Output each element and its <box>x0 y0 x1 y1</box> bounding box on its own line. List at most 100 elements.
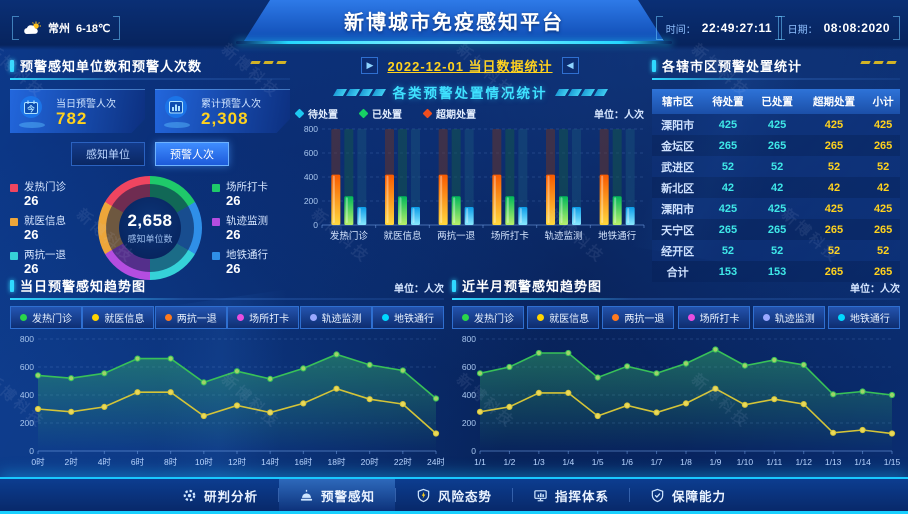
table-cell: 265 <box>824 139 844 152</box>
series-toggle-button[interactable]: 场所打卡 <box>227 306 300 329</box>
shield-check-icon <box>650 488 665 503</box>
panel-title-underline <box>452 298 900 300</box>
legend-label: 已处置 <box>372 110 402 121</box>
legend-marker <box>358 108 369 119</box>
table-header-cell: 小计 <box>866 89 900 114</box>
shield-bolt-icon <box>416 488 431 503</box>
series-toggle-button[interactable]: 地铁通行 <box>827 306 900 329</box>
date-prev-button[interactable]: ▶ <box>361 57 379 74</box>
date-navigator: ▶ 2022-12-01 当日数据统计 ◀ <box>292 56 648 75</box>
table-row: 合计 153 153 265 265 <box>652 261 900 282</box>
nav-item-analysis-gear[interactable]: 研判分析 <box>162 479 278 511</box>
nav-divider <box>629 488 631 502</box>
nav-item-shield-check[interactable]: 保障能力 <box>630 479 746 511</box>
table-cell: 425 <box>767 202 787 215</box>
header-bar: 常州 6-18℃ 新博城市免疫感知平台 时间： 22:49:27:11 日期： … <box>0 0 908 50</box>
bar-legend-item[interactable]: 超期处置 <box>422 106 476 121</box>
panel-title-marker <box>652 59 656 72</box>
table-cell: 52 <box>827 244 841 257</box>
title-underline <box>236 41 672 44</box>
bar-legend-item[interactable]: 待处置 <box>294 106 338 121</box>
halfmonth-trend-title: 近半月预警感知趋势图 <box>462 279 603 294</box>
legend-label: 地铁通行 <box>393 314 434 325</box>
legend-label: 就医信息 <box>24 214 66 227</box>
table-cell: 265 <box>873 139 893 152</box>
legend-value: 26 <box>24 226 39 242</box>
nav-label: 指挥体系 <box>555 489 610 504</box>
table-cell: 265 <box>718 139 738 152</box>
svg-text:0: 0 <box>29 446 34 456</box>
legend-value: 26 <box>24 260 39 276</box>
legend-label: 场所打卡 <box>699 314 740 325</box>
today-trend-legend: 发热门诊 就医信息 两抗一退 场所打卡 轨迹监测 地铁通行 <box>10 306 444 329</box>
left-panel-title: 预警感知单位数和预警人次数 <box>20 59 203 74</box>
svg-text:14时: 14时 <box>261 457 279 467</box>
sun-cloud-icon <box>22 21 42 36</box>
command-monitor-icon <box>533 488 548 503</box>
svg-text:1/3: 1/3 <box>533 457 545 467</box>
today-warnings-card: 今 当日预警人次 782 <box>10 89 145 133</box>
svg-text:800: 800 <box>304 124 318 134</box>
table-row: 溧阳市 425 425 425 425 <box>652 198 900 219</box>
bar-legend-item[interactable]: 已处置 <box>358 106 402 121</box>
legend-label: 发热门诊 <box>32 314 72 325</box>
weather-chip: 常州 6-18℃ <box>12 16 121 40</box>
page-title: 新博城市免疫感知平台 <box>344 12 564 34</box>
table-cell: 天宁区 <box>661 224 695 237</box>
legend-dot <box>237 314 245 321</box>
nav-item-alarm[interactable]: 预警感知 <box>278 479 395 511</box>
panel-title-marker <box>10 59 14 72</box>
series-toggle-button[interactable]: 两抗一退 <box>602 306 675 329</box>
svg-text:就医信息: 就医信息 <box>383 230 421 242</box>
panel-title-underline <box>652 78 900 80</box>
weather-city: 常州 <box>48 23 70 35</box>
panel-title-marker <box>452 279 456 292</box>
dispose-bar-chart: 800 600 400 200 0 发热门诊 就医信息 两抗一退 场所打卡 轨迹监测 地铁通行 <box>304 124 645 242</box>
legend-label: 轨迹监测 <box>226 214 268 227</box>
series-toggle-button[interactable]: 发热门诊 <box>10 306 82 329</box>
svg-text:6时: 6时 <box>131 457 145 467</box>
series-toggle-button[interactable]: 轨迹监测 <box>752 306 825 329</box>
halfmonth-trend-chart: 800 600 400 200 01/1 1/2 1/3 1/4 1/5 1/6 1/7 1/8 1/9… <box>462 334 900 467</box>
table-cell: 265 <box>873 223 893 236</box>
legend-label: 发热门诊 <box>24 180 66 193</box>
total-warnings-card: 累计预警人次 2,308 <box>155 89 290 133</box>
series-toggle-button[interactable]: 两抗一退 <box>154 306 227 329</box>
svg-text:4时: 4时 <box>98 457 112 467</box>
series-toggle-button[interactable]: 就医信息 <box>82 306 155 329</box>
table-cell: 265 <box>767 223 787 236</box>
legend-swatch <box>10 217 18 226</box>
table-cell: 153 <box>767 265 787 278</box>
halfmonth-trend-unit: 单位：人次 <box>850 284 900 295</box>
table-cell: 52 <box>770 160 784 173</box>
series-toggle-button[interactable]: 发热门诊 <box>452 306 524 329</box>
svg-text:0: 0 <box>471 446 476 456</box>
right-panel-title: 各辖市区预警处置统计 <box>662 59 803 74</box>
nav-item-shield-bolt[interactable]: 风险态势 <box>396 479 512 511</box>
svg-text:200: 200 <box>304 196 318 206</box>
table-cell: 425 <box>824 202 844 215</box>
tab-warning-count[interactable]: 预警人次 <box>155 142 229 166</box>
series-toggle-button[interactable]: 轨迹监测 <box>299 306 372 329</box>
series-toggle-button[interactable]: 场所打卡 <box>677 306 750 329</box>
table-cell: 265 <box>824 265 844 278</box>
date-next-button[interactable]: ◀ <box>561 57 579 74</box>
today-trend-title: 当日预警感知趋势图 <box>20 279 147 294</box>
legend-label: 地铁通行 <box>849 314 890 325</box>
legend-dot <box>762 314 770 321</box>
legend-marker <box>422 108 433 119</box>
weather-temp: 6-18℃ <box>76 22 111 35</box>
nav-item-command-monitor[interactable]: 指挥体系 <box>513 479 629 511</box>
table-cell: 武进区 <box>661 161 695 174</box>
series-toggle-button[interactable]: 地铁通行 <box>371 306 444 329</box>
bar-chart-unit: 单位：人次 <box>594 110 644 121</box>
tab-sense-units[interactable]: 感知单位 <box>71 142 145 166</box>
svg-text:200: 200 <box>20 418 34 428</box>
table-row: 金坛区 265 265 265 265 <box>652 135 900 156</box>
table-cell: 265 <box>873 265 893 278</box>
svg-text:1/5: 1/5 <box>592 457 604 467</box>
region-stats-panel: 各辖市区预警处置统计 辖市区 待处置 已处置 超期处置 小计 溧阳市 425 425 425 4… <box>652 56 900 282</box>
legend-label: 两抗一退 <box>624 314 665 325</box>
series-toggle-button[interactable]: 就医信息 <box>527 306 600 329</box>
table-header-cell: 待处置 <box>703 89 753 114</box>
